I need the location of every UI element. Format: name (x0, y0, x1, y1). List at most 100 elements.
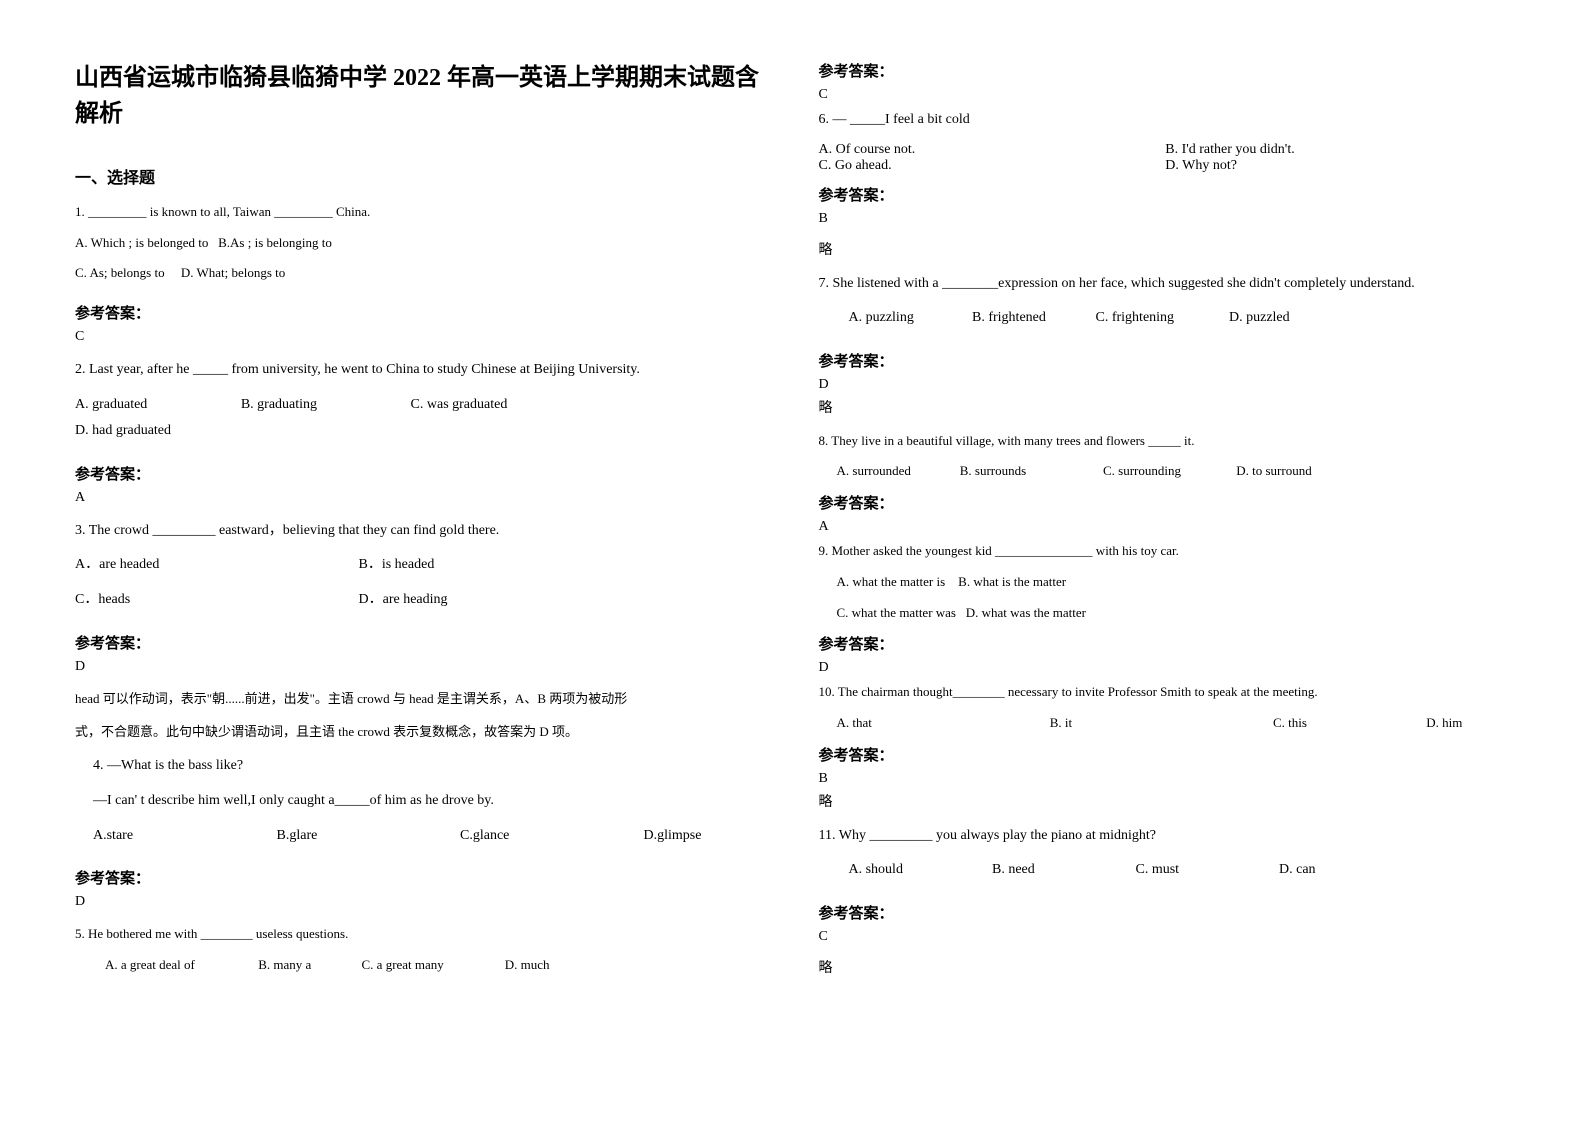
q6-answer-label: 参考答案： (819, 184, 1513, 205)
q6-optD: D. Why not? (1165, 158, 1512, 174)
q10-optB: B. it (1050, 711, 1270, 736)
q1-optD: D. What; belongs to (181, 265, 285, 280)
q2-optC: C. was graduated (411, 392, 508, 419)
q11-optB: B. need (992, 857, 1132, 884)
q9-opts-row1: A. what the matter is B. what is the mat… (819, 570, 1513, 595)
q3-opts-row2: C．heads D．are heading (75, 587, 769, 614)
q1-optA: A. Which ; is belonged to (75, 235, 208, 250)
q1-optC: C. As; belongs to (75, 265, 165, 280)
q8-optC: C. surrounding (1103, 459, 1233, 484)
q4-opts: A.stare B.glare C.glance D.glimpse (75, 823, 769, 850)
q2-stem: 2. Last year, after he _____ from univer… (75, 357, 769, 384)
q5-opts: A. a great deal of B. many a C. a great … (75, 953, 769, 978)
q3-explain1: head 可以作动词，表示"朝......前进，出发"。主语 crowd 与 h… (75, 687, 769, 710)
q6-omit: 略 (819, 239, 1513, 259)
q6-opts-row2: C. Go ahead. D. Why not? (819, 158, 1513, 174)
q10-stem: 10. The chairman thought________ necessa… (819, 680, 1513, 705)
q3-optD: D．are heading (359, 587, 448, 614)
q11-stem: 11. Why _________ you always play the pi… (819, 823, 1513, 850)
q6-stem: 6. — _____I feel a bit cold (819, 107, 1513, 134)
q8-answer: A (819, 519, 1513, 535)
q5-optC: C. a great many (362, 953, 502, 978)
q4-optB: B.glare (277, 823, 417, 850)
q1-opts-row2: C. As; belongs to D. What; belongs to (75, 261, 769, 286)
q7-optA: A. puzzling (849, 305, 969, 332)
q6-optB: B. I'd rather you didn't. (1165, 142, 1512, 158)
q3-answer: D (75, 659, 769, 675)
q8-optB: B. surrounds (960, 459, 1100, 484)
q5-answer-label: 参考答案： (819, 60, 1513, 81)
q1-opts-row1: A. Which ; is belonged to B.As ; is belo… (75, 231, 769, 256)
q10-opts: A. that B. it C. this D. him (819, 711, 1513, 736)
q4-answer: D (75, 894, 769, 910)
q5-optD: D. much (505, 957, 550, 972)
q4-optD: D.glimpse (644, 823, 702, 850)
q3-optA: A．are headed (75, 552, 315, 579)
q5-optB: B. many a (258, 953, 358, 978)
q2-optB: B. graduating (241, 392, 317, 419)
q11-omit: 略 (819, 957, 1513, 977)
q2-optA: A. graduated (75, 392, 147, 419)
q3-stem: 3. The crowd _________ eastward，believin… (75, 518, 769, 545)
q9-optC: C. what the matter was (837, 605, 957, 620)
q11-optD: D. can (1279, 862, 1316, 877)
q1-stem: 1. _________ is known to all, Taiwan ___… (75, 200, 769, 225)
q6-opts-row1: A. Of course not. B. I'd rather you didn… (819, 142, 1513, 158)
q9-answer: D (819, 660, 1513, 676)
q8-answer-label: 参考答案： (819, 492, 1513, 513)
q11-answer: C (819, 929, 1513, 945)
q10-optD: D. him (1426, 715, 1462, 730)
q10-omit: 略 (819, 791, 1513, 811)
q6-answer: B (819, 211, 1513, 227)
q11-answer-label: 参考答案： (819, 902, 1513, 923)
q5-optA: A. a great deal of (105, 953, 255, 978)
right-column: 参考答案： C 6. — _____I feel a bit cold A. O… (794, 60, 1538, 1082)
section-heading: 一、选择题 (75, 164, 769, 188)
q10-answer: B (819, 771, 1513, 787)
q8-stem: 8. They live in a beautiful village, wit… (819, 429, 1513, 454)
q2-answer-label: 参考答案： (75, 463, 769, 484)
q11-optA: A. should (849, 857, 989, 884)
q8-optD: D. to surround (1236, 463, 1311, 478)
q9-optD: D. what was the matter (966, 605, 1086, 620)
q2-opts: A. graduated B. graduating C. was gradua… (75, 392, 769, 445)
q9-opts-row2: C. what the matter was D. what was the m… (819, 601, 1513, 626)
q7-optD: D. puzzled (1229, 310, 1290, 325)
q9-optB: B. what is the matter (958, 574, 1066, 589)
q6-optA: A. Of course not. (819, 142, 1166, 158)
q4-stem2: —I can' t describe him well,I only caugh… (75, 788, 769, 815)
q3-optC: C．heads (75, 587, 315, 614)
q1-answer-label: 参考答案： (75, 302, 769, 323)
q1-optB: B.As ; is belonging to (218, 235, 332, 250)
q4-stem1: 4. —What is the bass like? (75, 753, 769, 780)
q8-opts: A. surrounded B. surrounds C. surroundin… (819, 459, 1513, 484)
q7-opts: A. puzzling B. frightened C. frightening… (819, 305, 1513, 332)
q6-optC: C. Go ahead. (819, 158, 1166, 174)
q9-stem: 9. Mother asked the youngest kid _______… (819, 539, 1513, 564)
q3-answer-label: 参考答案： (75, 632, 769, 653)
q7-answer-label: 参考答案： (819, 350, 1513, 371)
q2-optD: D. had graduated (75, 418, 171, 445)
q3-optB: B．is headed (359, 552, 435, 579)
q7-optC: C. frightening (1096, 305, 1226, 332)
left-column: 山西省运城市临猗县临猗中学 2022 年高一英语上学期期末试题含解析 一、选择题… (50, 60, 794, 1082)
q1-answer: C (75, 329, 769, 345)
q10-answer-label: 参考答案： (819, 744, 1513, 765)
q9-answer-label: 参考答案： (819, 633, 1513, 654)
q3-explain2: 式，不合题意。此句中缺少谓语动词，且主语 the crowd 表示复数概念，故答… (75, 720, 769, 743)
q3-opts-row1: A．are headed B．is headed (75, 552, 769, 579)
document-title: 山西省运城市临猗县临猗中学 2022 年高一英语上学期期末试题含解析 (75, 60, 769, 132)
q10-optA: A. that (837, 711, 1047, 736)
q11-opts: A. should B. need C. must D. can (819, 857, 1513, 884)
q5-stem: 5. He bothered me with ________ useless … (75, 922, 769, 947)
q9-optA: A. what the matter is (837, 574, 946, 589)
q10-optC: C. this (1273, 711, 1423, 736)
q2-answer: A (75, 490, 769, 506)
q4-answer-label: 参考答案： (75, 867, 769, 888)
q7-omit: 略 (819, 397, 1513, 417)
q7-optB: B. frightened (972, 305, 1092, 332)
q7-answer: D (819, 377, 1513, 393)
q8-optA: A. surrounded (837, 459, 957, 484)
q4-optC: C.glance (460, 823, 600, 850)
q5-answer: C (819, 87, 1513, 103)
